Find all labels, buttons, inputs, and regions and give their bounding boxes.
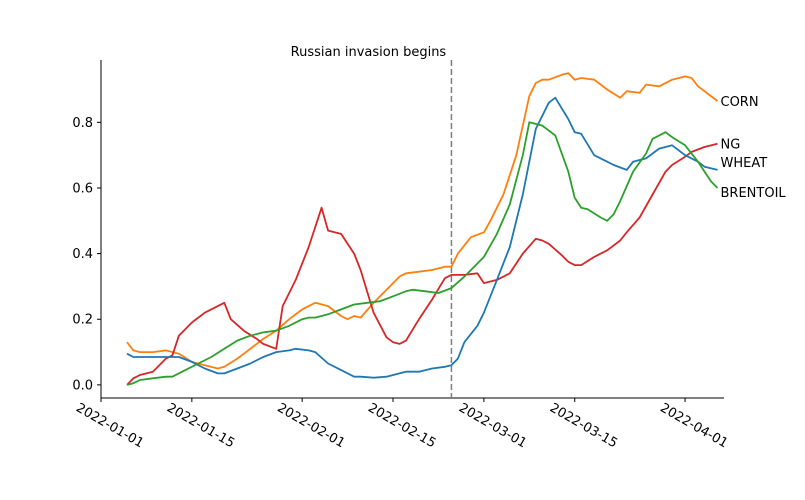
series-label-brentoil: BRENTOIL (721, 186, 787, 201)
series-layer (126, 72, 719, 386)
x-tick-label: 2022-03-15 (547, 401, 620, 452)
series-line-wheat (126, 96, 718, 379)
series-labels: CORN NG WHEAT BRENTOIL (721, 95, 787, 201)
series-label-corn: CORN (721, 95, 759, 110)
y-tick-label: 0.8 (72, 116, 93, 131)
series-label-wheat: WHEAT (721, 156, 768, 171)
y-tick-label: 0.6 (72, 181, 93, 196)
x-tick-label: 2022-02-01 (274, 401, 347, 452)
annotation: Russian invasion begins (291, 45, 453, 398)
series-label-ng: NG (721, 138, 741, 153)
x-tick-label: 2022-01-15 (164, 401, 237, 452)
y-tick-label: 0.2 (72, 313, 93, 328)
x-axis: 2022-01-01 2022-01-15 2022-02-01 2022-02-15… (73, 397, 730, 452)
y-tick-label: 0.0 (72, 378, 93, 393)
y-tick-label: 0.4 (72, 247, 93, 262)
invasion-annotation-label: Russian invasion begins (291, 45, 447, 60)
series-line-corn (126, 72, 719, 370)
x-tick-label: 2022-04-01 (657, 401, 730, 452)
y-axis: 0.0 0.2 0.4 0.6 0.8 (72, 60, 102, 398)
x-tick-label: 2022-02-15 (365, 401, 438, 452)
series-line-brentoil (126, 121, 719, 386)
x-tick-label: 2022-01-01 (73, 401, 146, 452)
x-tick-label: 2022-03-01 (456, 401, 529, 452)
series-line-ng (126, 142, 718, 386)
